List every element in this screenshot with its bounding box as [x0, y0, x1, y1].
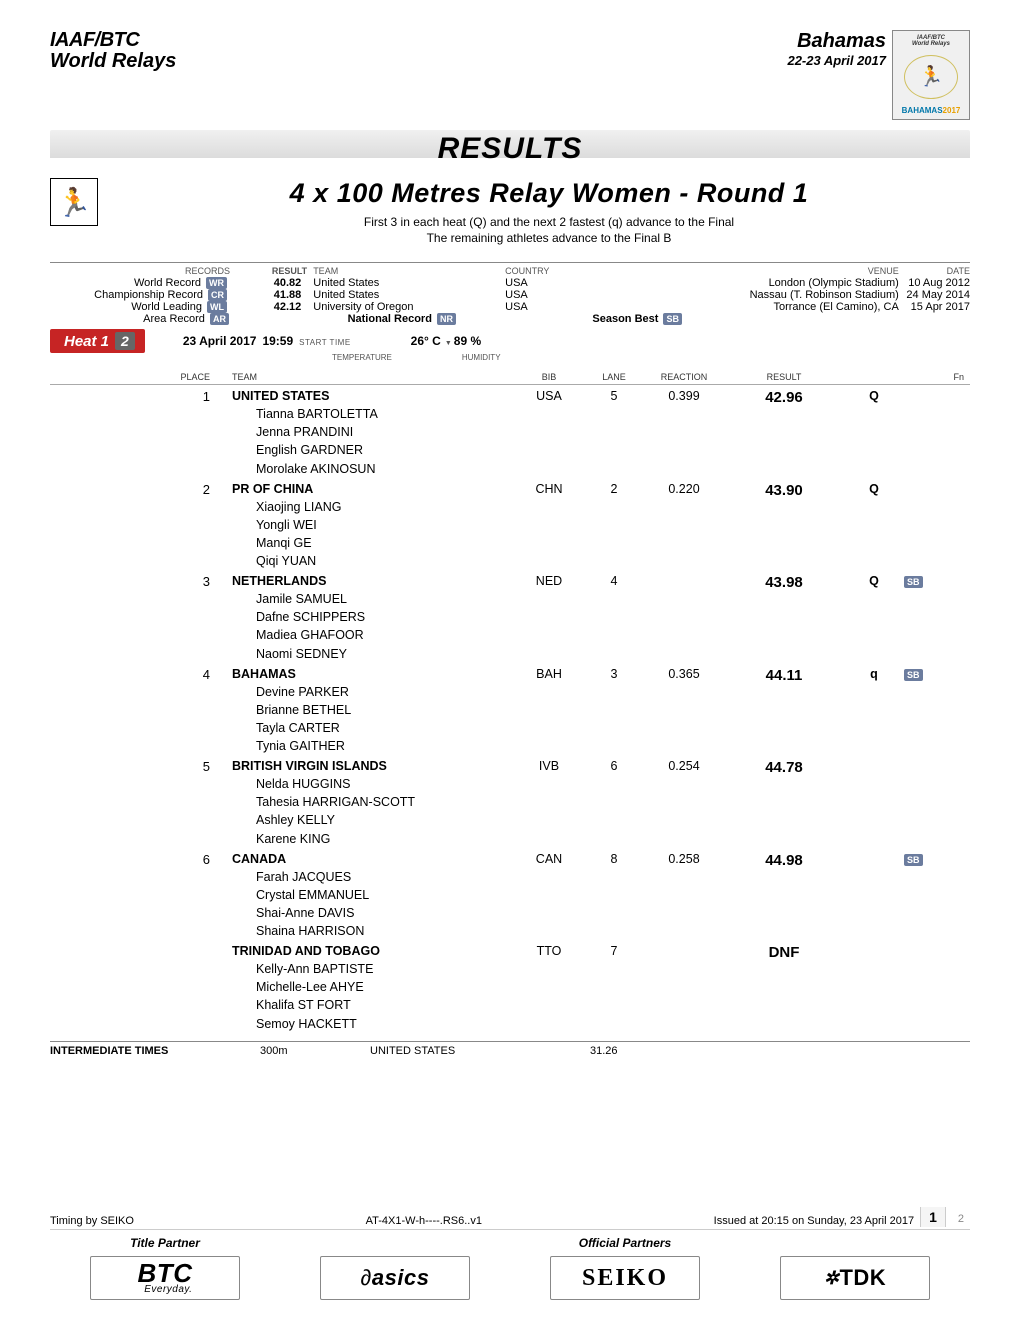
- athlete-name: Jenna PRANDINI: [256, 423, 514, 441]
- col-date: DATE: [899, 265, 970, 277]
- col-result: RESULT: [230, 265, 307, 277]
- event-dates: 22-23 April 2017: [787, 53, 886, 68]
- result-row: 4BAHAMASDevine PARKERBrianne BETHELTayla…: [50, 663, 970, 756]
- result-row: 5BRITISH VIRGIN ISLANDSNelda HUGGINSTahe…: [50, 755, 970, 848]
- result-row: 3NETHERLANDSJamile SAMUELDafne SCHIPPERS…: [50, 570, 970, 663]
- sb-badge: SB: [904, 854, 923, 866]
- team-name: TRINIDAD AND TOBAGO: [232, 944, 514, 958]
- team-name: CANADA: [232, 852, 514, 866]
- title-partner-label: Title Partner: [50, 1236, 280, 1250]
- col-team: TEAM: [307, 265, 505, 277]
- athlete-name: English GARDNER: [256, 441, 514, 459]
- record-badge: WR: [206, 277, 227, 289]
- athlete-name: Semoy HACKETT: [256, 1015, 514, 1033]
- page-footer: Timing by SEIKO AT-4X1-W-h----.RS6..v1 I…: [50, 1207, 970, 1300]
- athlete-name: Devine PARKER: [256, 683, 514, 701]
- athlete-name: Khalifa ST FORT: [256, 996, 514, 1014]
- logo-line1: IAAF/BTC: [50, 30, 176, 51]
- location-name: Bahamas: [787, 30, 886, 53]
- record-badge: CR: [208, 289, 227, 301]
- sponsor-asics: ∂ asics: [320, 1256, 470, 1300]
- heat-datetime: 23 April 2017 19:59 START TIME: [183, 334, 351, 348]
- result-row: 6CANADAFarah JACQUESCrystal EMMANUELShai…: [50, 848, 970, 941]
- col-records: RECORDS: [50, 265, 230, 277]
- sb-badge: SB: [904, 576, 923, 588]
- record-badge: WL: [207, 301, 227, 313]
- event-emblem: IAAF/BTC World Relays 🏃 BAHAMAS2017: [892, 30, 970, 120]
- athlete-name: Dafne SCHIPPERS: [256, 608, 514, 626]
- emblem-top: IAAF/BTC World Relays: [912, 35, 950, 47]
- athlete-name: Tianna BARTOLETTA: [256, 405, 514, 423]
- event-name: 4 x 100 Metres Relay Women - Round 1: [128, 178, 970, 209]
- athlete-name: Morolake AKINOSUN: [256, 460, 514, 478]
- heat-temperature: 26° C ▼: [411, 334, 452, 348]
- record-row: Championship Record CR41.88United States…: [50, 289, 970, 301]
- heat-count: 2: [115, 332, 135, 350]
- athlete-name: Qiqi YUAN: [256, 552, 514, 570]
- col-venue: VENUE: [703, 265, 899, 277]
- season-best-badge: SB: [663, 313, 682, 325]
- athlete-name: Karene KING: [256, 830, 514, 848]
- athlete-name: Yongli WEI: [256, 516, 514, 534]
- sport-pictogram: 🏃: [50, 178, 98, 226]
- athlete-name: Michelle-Lee AHYE: [256, 978, 514, 996]
- doc-code: AT-4X1-W-h----.RS6..v1: [366, 1215, 482, 1227]
- result-row: 2PR OF CHINAXiaojing LIANGYongli WEIManq…: [50, 478, 970, 571]
- national-record-label: National Record NR: [232, 313, 456, 325]
- heat-tab: Heat 1 2: [50, 329, 145, 353]
- emblem-icon: 🏃: [904, 55, 958, 99]
- result-row: TRINIDAD AND TOBAGO Kelly-Ann BAPTISTEMic…: [50, 940, 970, 1033]
- page-current: 1: [920, 1207, 946, 1227]
- athlete-name: Manqi GE: [256, 534, 514, 552]
- athlete-name: Tahesia HARRIGAN-SCOTT: [256, 793, 514, 811]
- emblem-bottom: BAHAMAS2017: [902, 106, 961, 115]
- team-name: BAHAMAS: [232, 667, 514, 681]
- record-row: World Leading WL42.12University of Orego…: [50, 301, 970, 313]
- season-best-label: Season Best SB: [456, 313, 682, 325]
- issued-text: Issued at 20:15 on Sunday, 23 April 2017: [714, 1215, 914, 1227]
- results-table-header: PLACE TEAM BIB LANE REACTION RESULT Fn: [50, 372, 970, 385]
- team-name: PR OF CHINA: [232, 482, 514, 496]
- hum-label: HUMIDITY: [462, 353, 501, 362]
- national-record-badge: NR: [437, 313, 456, 325]
- sponsor-tdk: ✲TDK: [780, 1256, 930, 1300]
- records-block: RECORDS RESULT TEAM COUNTRY VENUE DATE W…: [50, 262, 970, 325]
- team-name: BRITISH VIRGIN ISLANDS: [232, 759, 514, 773]
- athlete-name: Shaina HARRISON: [256, 922, 514, 940]
- athlete-name: Madiea GHAFOOR: [256, 626, 514, 644]
- temp-label: TEMPERATURE: [332, 353, 392, 362]
- sponsor-btc: BTCEveryday.: [90, 1256, 240, 1300]
- advancement-note: First 3 in each heat (Q) and the next 2 …: [128, 215, 970, 246]
- athlete-name: Crystal EMMANUEL: [256, 886, 514, 904]
- area-record-label: Area Record AR: [50, 313, 232, 325]
- record-row: World Record WR40.82United StatesUSALond…: [50, 277, 970, 289]
- location-block: Bahamas 22-23 April 2017: [787, 30, 886, 68]
- result-row: 1UNITED STATESTianna BARTOLETTAJenna PRA…: [50, 385, 970, 478]
- area-record-badge: AR: [210, 313, 229, 325]
- sb-badge: SB: [904, 669, 923, 681]
- athlete-name: Nelda HUGGINS: [256, 775, 514, 793]
- athlete-name: Xiaojing LIANG: [256, 498, 514, 516]
- event-logo: IAAF/BTC World Relays: [50, 30, 176, 72]
- team-name: UNITED STATES: [232, 389, 514, 403]
- intermediate-times: INTERMEDIATE TIMES 300m UNITED STATES 31…: [50, 1041, 970, 1057]
- official-partners-label: Official Partners: [510, 1236, 740, 1250]
- athlete-name: Shai-Anne DAVIS: [256, 904, 514, 922]
- col-country: COUNTRY: [505, 265, 703, 277]
- athlete-name: Farah JACQUES: [256, 868, 514, 886]
- athlete-name: Tynia GAITHER: [256, 737, 514, 755]
- athlete-name: Naomi SEDNEY: [256, 645, 514, 663]
- timing-credit: Timing by SEIKO: [50, 1215, 134, 1227]
- page-total: 2: [952, 1211, 970, 1227]
- team-name: NETHERLANDS: [232, 574, 514, 588]
- athlete-name: Brianne BETHEL: [256, 701, 514, 719]
- heat-conditions: 89 %: [454, 334, 481, 348]
- athlete-name: Tayla CARTER: [256, 719, 514, 737]
- sponsor-seiko: SEIKO: [550, 1256, 700, 1300]
- athlete-name: Kelly-Ann BAPTISTE: [256, 960, 514, 978]
- athlete-name: Jamile SAMUEL: [256, 590, 514, 608]
- logo-line2: World Relays: [50, 51, 176, 72]
- results-heading: RESULTS: [50, 132, 970, 166]
- athlete-name: Ashley KELLY: [256, 811, 514, 829]
